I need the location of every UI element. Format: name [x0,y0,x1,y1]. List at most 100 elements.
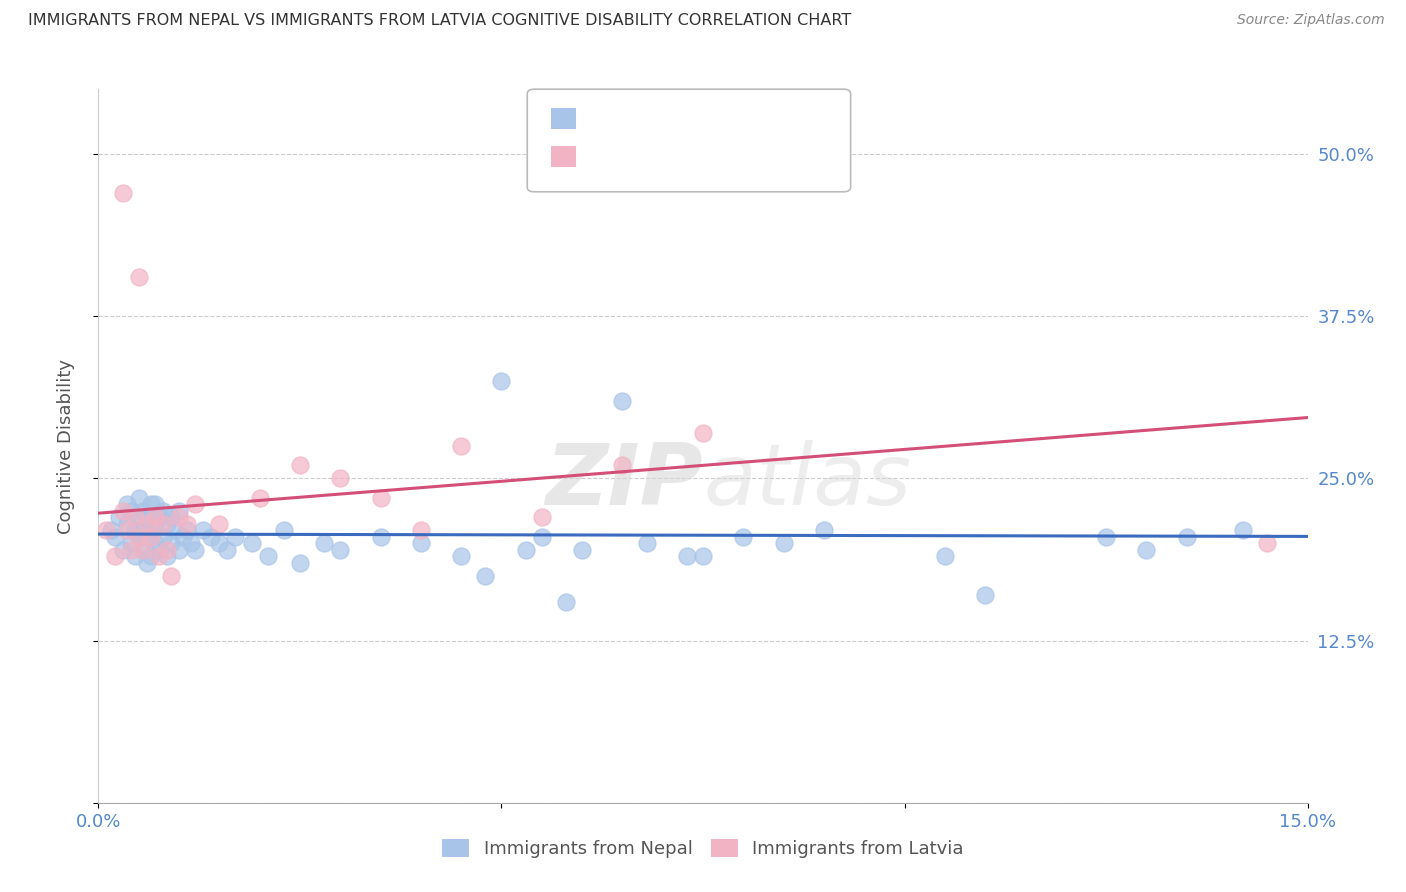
Point [515,542,537,557]
Point [115,497,138,511]
Point [249,491,271,505]
Text: 0.245: 0.245 [621,147,682,165]
Point [772,536,794,550]
Point [193,524,215,538]
Point [111,504,134,518]
Point [208,516,231,531]
Point [329,542,352,557]
Point [107,510,129,524]
Point [450,439,472,453]
Point [733,530,755,544]
Point [135,516,157,531]
Point [314,536,336,550]
Point [176,516,198,531]
Point [156,516,179,531]
Point [167,504,190,518]
Text: N =: N = [692,147,741,165]
Point [128,270,150,285]
Point [124,549,146,564]
Point [1256,536,1278,550]
Point [1232,524,1254,538]
Point [1095,530,1118,544]
Point [167,542,190,557]
Point [176,524,198,538]
Point [200,530,222,544]
Text: N =: N = [692,110,741,128]
Point [370,530,392,544]
Point [160,510,183,524]
Point [217,542,239,557]
Point [120,504,142,518]
Text: ZIP: ZIP [546,440,703,524]
Point [163,524,186,538]
Point [120,542,142,557]
Text: 73: 73 [731,110,755,128]
Point [100,524,122,538]
Point [273,524,295,538]
Text: R =: R = [586,110,624,128]
Point [555,595,578,609]
Point [115,516,138,531]
Point [156,549,179,564]
Point [135,510,157,524]
Point [1175,530,1198,544]
Point [172,530,194,544]
Point [132,504,155,518]
Point [184,497,207,511]
Point [132,542,155,557]
Point [934,549,956,564]
Point [612,393,634,408]
Point [676,549,699,564]
Point [139,530,162,544]
Point [135,556,157,570]
Point [152,516,174,531]
Point [474,568,496,582]
Point [111,542,134,557]
Point [409,524,432,538]
Y-axis label: Cognitive Disability: Cognitive Disability [56,359,75,533]
Point [115,524,138,538]
Point [152,504,174,518]
Text: R =: R = [586,147,624,165]
Point [288,458,311,473]
Point [184,542,207,557]
Text: atlas: atlas [703,440,911,524]
Point [692,425,714,440]
Point [152,530,174,544]
Point [135,530,157,544]
Point [692,549,714,564]
Text: Source: ZipAtlas.com: Source: ZipAtlas.com [1237,13,1385,28]
Point [180,536,202,550]
Point [530,510,553,524]
Point [143,516,166,531]
Point [813,524,835,538]
Point [370,491,392,505]
Point [139,524,162,538]
Text: -0.019: -0.019 [621,110,683,128]
Point [974,588,997,602]
Text: 31: 31 [731,147,755,165]
Point [612,458,634,473]
Point [160,568,183,582]
Point [450,549,472,564]
Point [143,497,166,511]
Point [148,510,170,524]
Point [288,556,311,570]
Point [208,536,231,550]
Point [128,510,150,524]
Point [148,542,170,557]
Point [409,536,432,550]
Point [96,524,118,538]
Point [571,542,593,557]
Point [139,549,162,564]
Point [120,536,142,550]
Point [103,549,125,564]
Point [132,542,155,557]
Point [128,530,150,544]
Point [132,524,155,538]
Point [128,491,150,505]
Point [111,186,134,200]
Point [636,536,658,550]
Point [329,471,352,485]
Legend: Immigrants from Nepal, Immigrants from Latvia: Immigrants from Nepal, Immigrants from L… [434,831,972,865]
